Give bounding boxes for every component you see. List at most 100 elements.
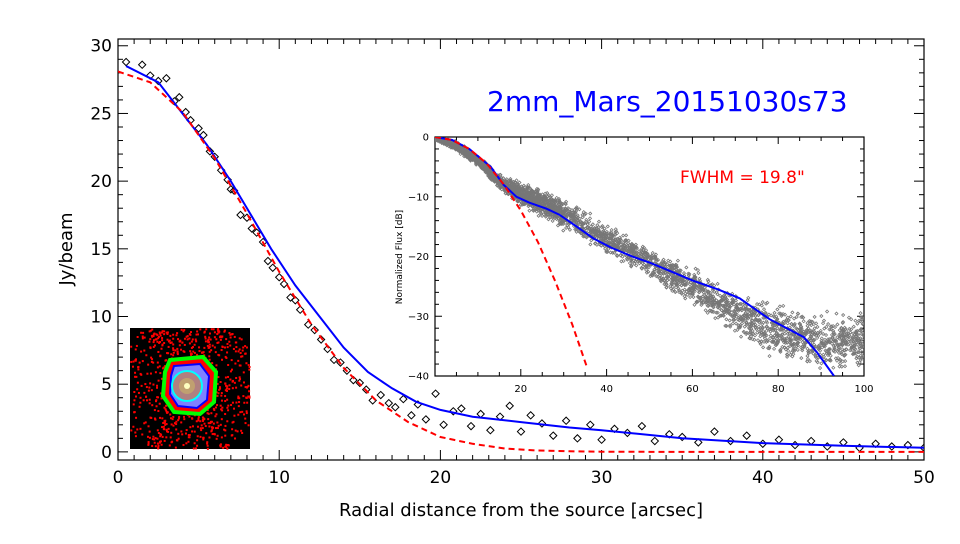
data-point — [776, 338, 781, 343]
data-point — [652, 255, 658, 260]
noise-pixel — [239, 364, 242, 367]
data-point — [734, 312, 739, 317]
data-point — [390, 402, 400, 412]
noise-pixel — [216, 333, 219, 336]
data-point — [777, 327, 783, 333]
data-point — [747, 308, 752, 313]
noise-pixel — [233, 414, 236, 417]
noise-pixel — [228, 331, 231, 334]
noise-pixel — [244, 386, 247, 389]
data-point — [692, 272, 697, 277]
noise-pixel — [147, 363, 150, 366]
data-point — [555, 223, 561, 228]
data-point — [651, 270, 656, 275]
noise-pixel — [211, 344, 214, 347]
data-point — [548, 431, 558, 440]
data-point — [693, 266, 698, 271]
data-point — [525, 189, 530, 194]
noise-pixel — [235, 386, 238, 389]
data-point — [673, 280, 678, 286]
noise-pixel — [159, 341, 162, 344]
noise-pixel — [201, 427, 204, 430]
data-point — [727, 309, 732, 314]
data-point — [840, 338, 845, 344]
data-point — [811, 329, 816, 334]
data-point — [615, 231, 620, 236]
data-point — [665, 262, 670, 267]
data-point — [810, 319, 815, 325]
data-point — [573, 218, 578, 224]
data-point — [785, 354, 790, 359]
data-point — [519, 184, 524, 189]
noise-pixel — [224, 434, 227, 437]
data-point — [720, 303, 725, 308]
noise-pixel — [219, 443, 222, 446]
data-point — [826, 321, 831, 327]
y-tick-label: 20 — [90, 172, 112, 192]
data-point — [744, 330, 749, 335]
data-point — [653, 254, 658, 259]
data-point — [542, 198, 547, 203]
data-point — [621, 240, 626, 245]
data-point — [522, 190, 528, 195]
data-point — [552, 215, 557, 221]
data-point — [562, 212, 567, 218]
data-point — [903, 440, 913, 450]
y-tick-label: 0 — [423, 133, 429, 144]
data-point — [810, 340, 815, 346]
noise-pixel — [154, 437, 157, 440]
noise-pixel — [205, 328, 208, 331]
data-point — [839, 364, 844, 369]
noise-pixel — [234, 429, 237, 432]
data-point — [508, 178, 513, 183]
noise-pixel — [152, 339, 155, 342]
y-axis-label: Jy/beam — [56, 212, 77, 286]
x-tick-label: 40 — [752, 468, 774, 488]
data-point — [446, 141, 451, 146]
data-point — [459, 146, 464, 151]
data-point — [738, 307, 743, 312]
data-point — [805, 346, 810, 351]
data-point — [291, 295, 300, 305]
data-point — [629, 244, 634, 249]
data-point — [641, 245, 647, 250]
noise-pixel — [242, 381, 245, 384]
noise-pixel — [145, 386, 148, 389]
data-point — [857, 339, 862, 344]
data-point — [843, 340, 848, 345]
data-point — [831, 365, 836, 370]
data-point — [767, 344, 772, 349]
noise-pixel — [149, 416, 152, 419]
data-point — [555, 203, 561, 208]
noise-pixel — [166, 338, 169, 341]
data-point — [747, 336, 752, 341]
noise-pixel — [242, 371, 245, 374]
x-tick-label: 80 — [772, 384, 785, 395]
noise-pixel — [152, 435, 155, 438]
noise-pixel — [180, 348, 183, 351]
noise-pixel — [240, 338, 243, 341]
data-point — [561, 228, 566, 233]
noise-pixel — [217, 392, 220, 395]
data-point — [528, 198, 533, 203]
noise-pixel — [206, 344, 209, 347]
data-point — [608, 232, 613, 237]
data-point — [835, 342, 840, 347]
noise-pixel — [183, 418, 186, 421]
data-point — [789, 322, 794, 327]
noise-pixel — [240, 384, 243, 387]
data-point — [831, 348, 836, 353]
noise-pixel — [212, 407, 215, 410]
inset-y-axis-label: Normalized Flux [dB] — [395, 210, 405, 304]
data-point — [812, 326, 817, 331]
data-point — [849, 327, 854, 332]
noise-pixel — [220, 408, 223, 411]
noise-pixel — [136, 336, 139, 339]
noise-pixel — [195, 333, 198, 336]
data-point — [637, 421, 647, 431]
noise-pixel — [147, 441, 150, 444]
data-point — [544, 213, 549, 218]
noise-pixel — [148, 402, 151, 405]
data-point — [704, 300, 709, 305]
data-point — [818, 328, 823, 333]
